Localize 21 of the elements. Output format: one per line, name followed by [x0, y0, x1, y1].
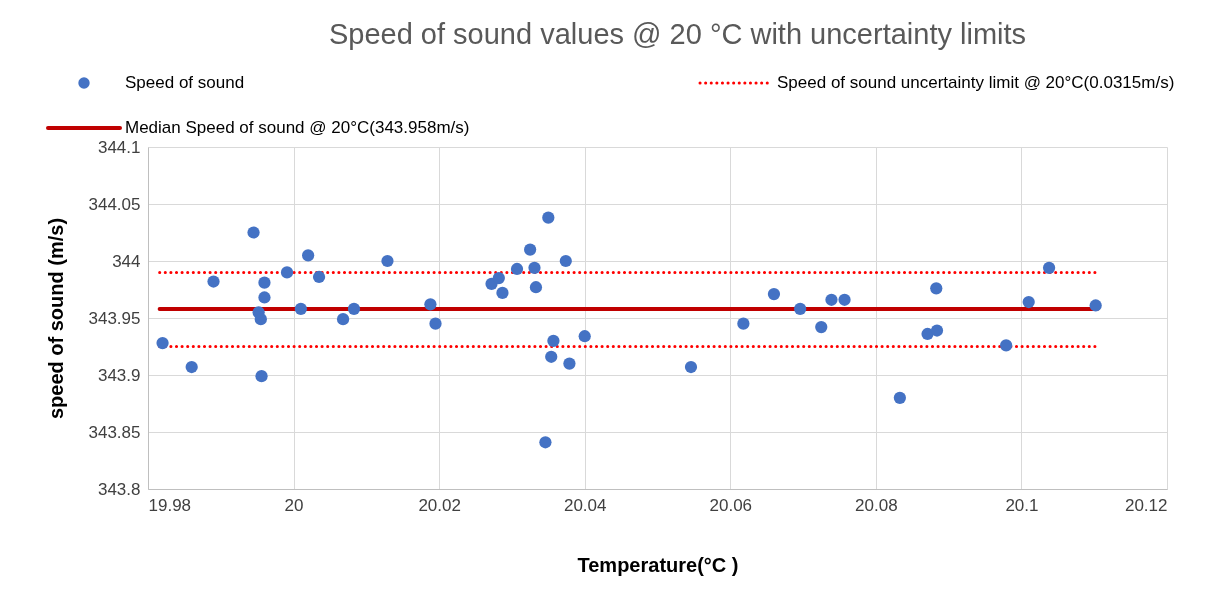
legend-label: Speed of sound uncertainty limit @ 20°C(0.0315m/s): [777, 73, 1175, 92]
y-axis-title: speed of sound (m/s): [44, 217, 67, 420]
y-tick-label: 344: [112, 251, 141, 271]
chart-title: Speed of sound values @ 20 °C with uncertainty limits: [328, 18, 1027, 50]
legend-label: Median Speed of sound @ 20°C(343.958m/s): [125, 118, 470, 137]
y-tick-label: 343.85: [88, 422, 141, 442]
x-tick-label: 20.04: [563, 495, 607, 515]
x-tick-label: 19.98: [148, 495, 192, 515]
x-tick-label: 20.08: [855, 495, 898, 515]
x-tick-label: 20: [284, 495, 304, 515]
x-tick-label: 20.06: [709, 495, 753, 515]
legend-label: Speed of sound: [125, 73, 245, 92]
y-tick-label: 343.8: [97, 479, 141, 499]
y-tick-label: 343.95: [88, 308, 141, 328]
x-tick-label: 20.12: [1124, 495, 1168, 515]
x-tick-label: 20.02: [418, 495, 461, 515]
y-tick-label: 344.05: [88, 194, 141, 214]
y-tick-label: 343.9: [97, 365, 141, 385]
x-axis-title: Temperature(°C ): [577, 553, 739, 576]
y-tick-label: 344.1: [97, 137, 141, 157]
x-tick-label: 20.1: [1005, 495, 1039, 515]
